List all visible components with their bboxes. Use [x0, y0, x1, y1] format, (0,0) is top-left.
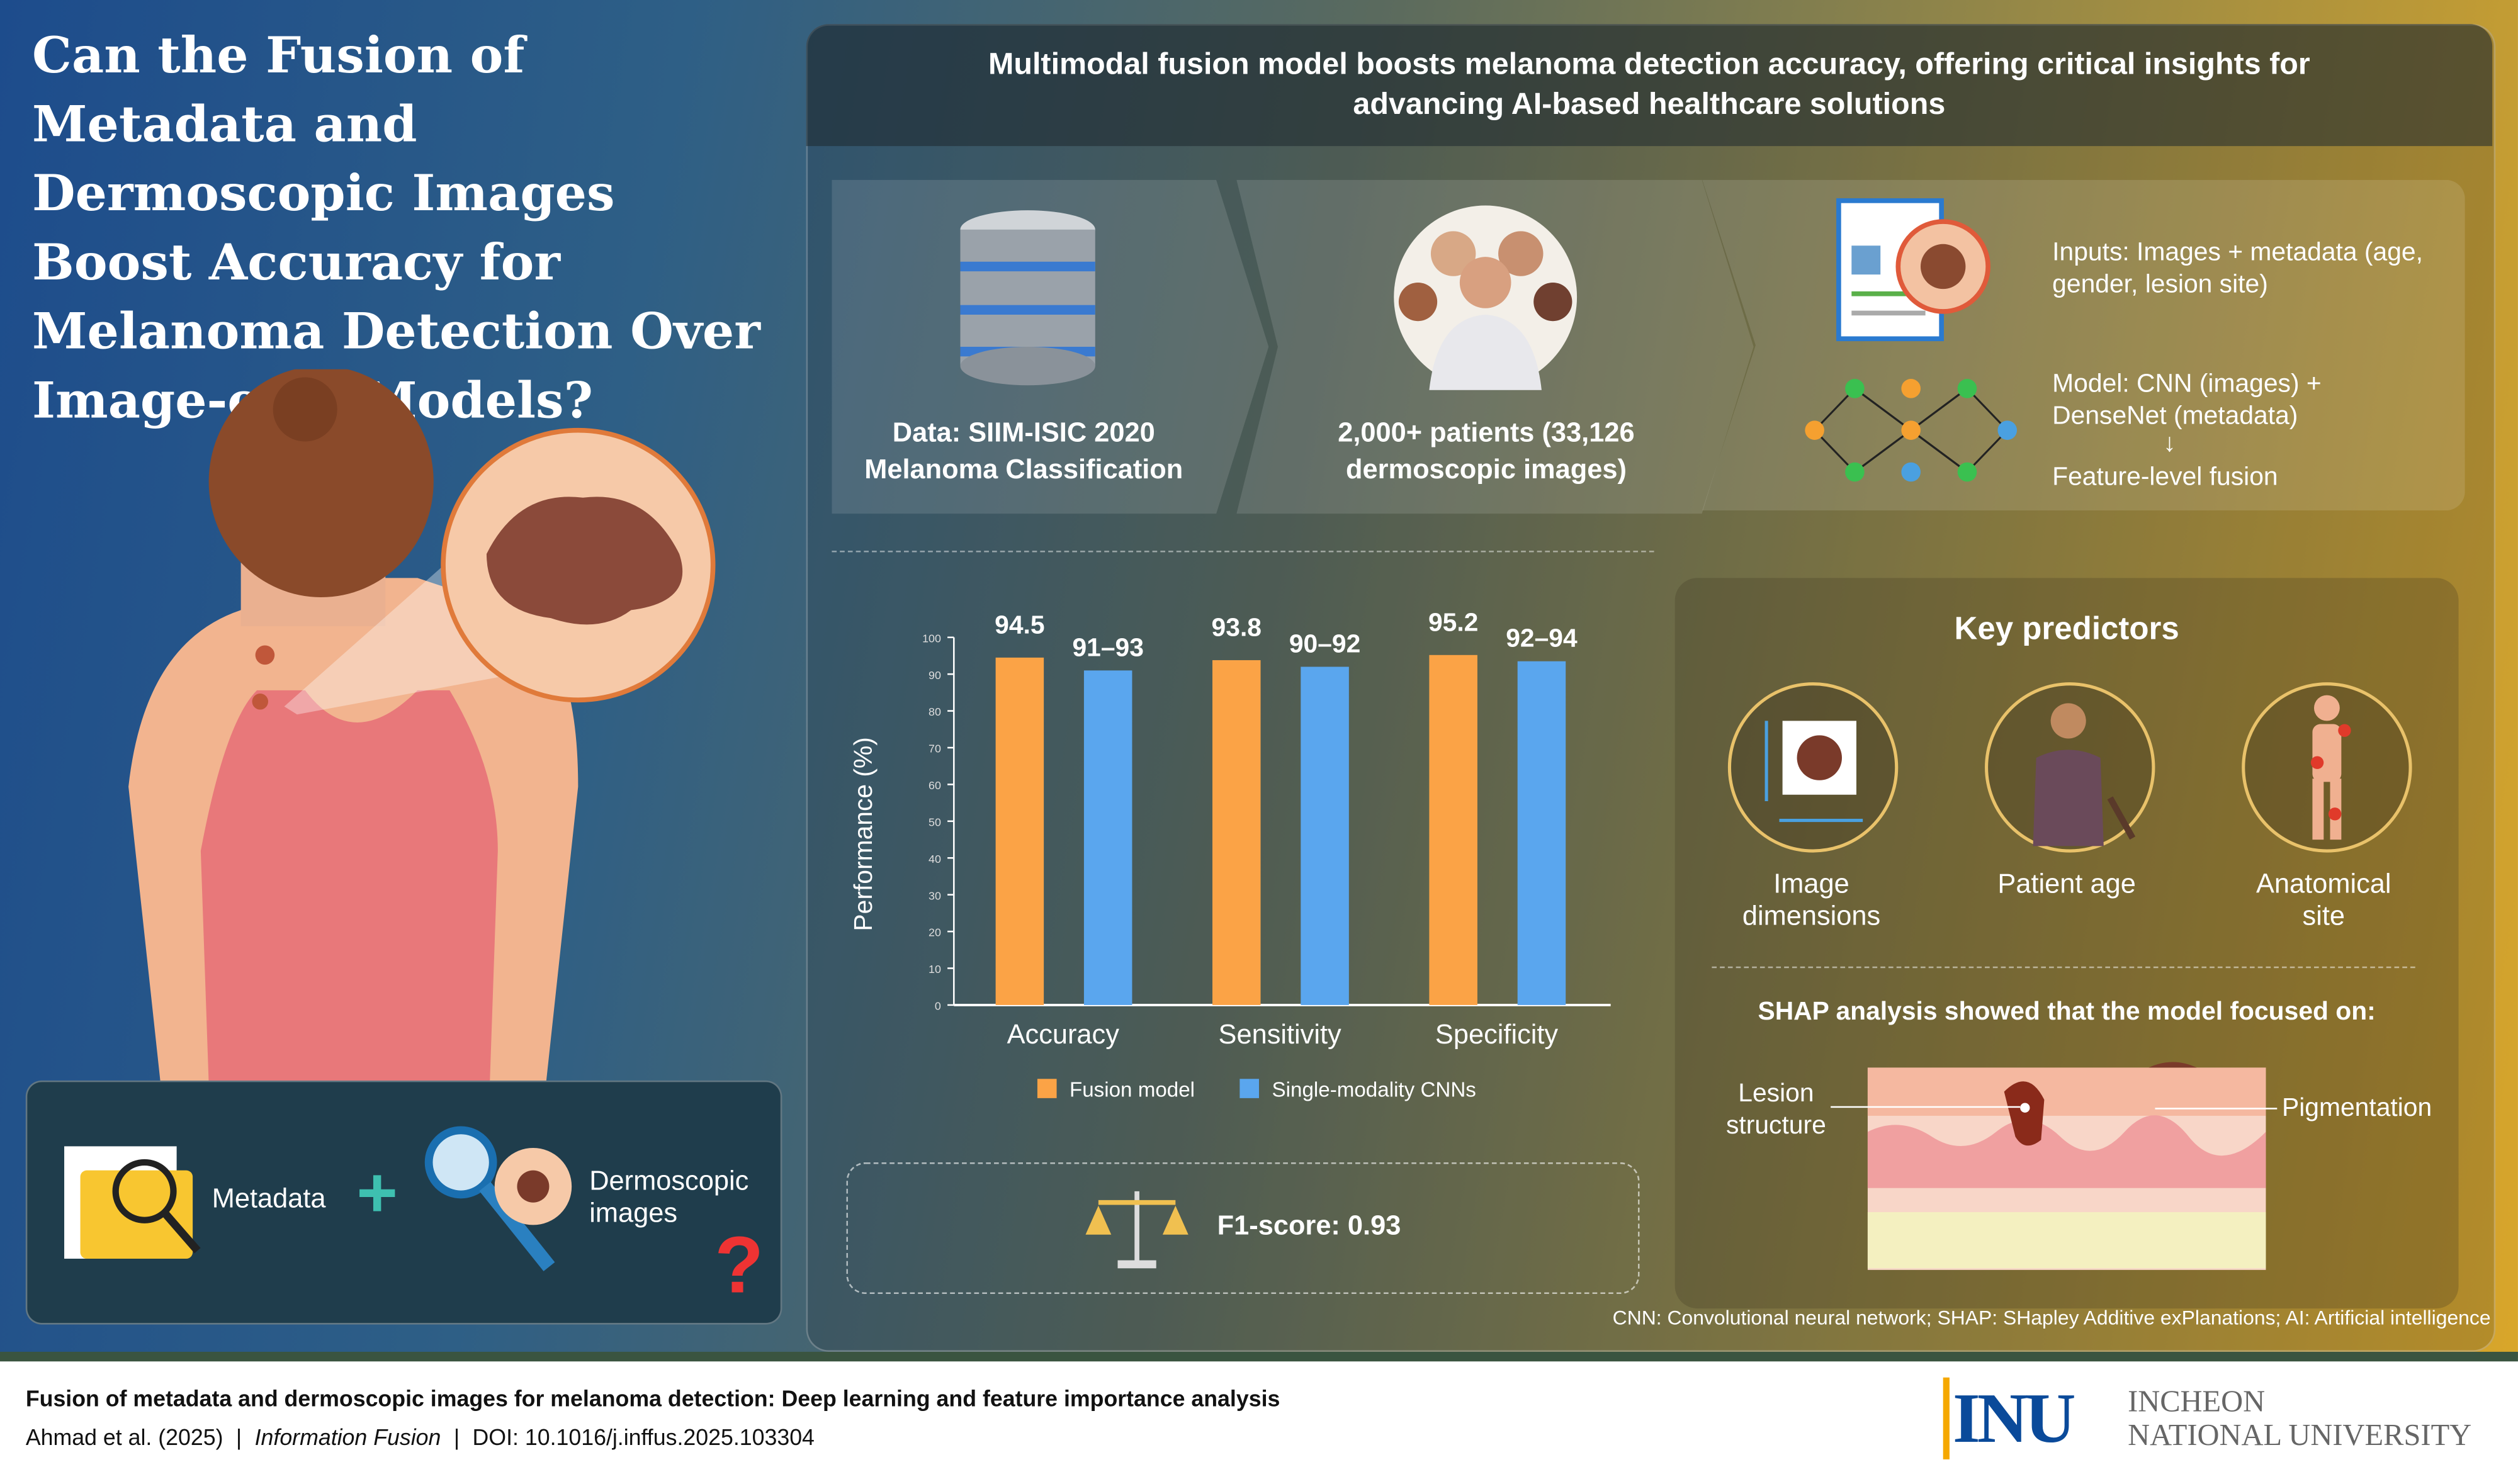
bar-accuracy-cnn — [1083, 670, 1132, 1005]
journal: Information Fusion — [254, 1424, 441, 1450]
university-name: INCHEON NATIONAL UNIVERSITY — [2128, 1386, 2471, 1453]
patients-label: 2,000+ patients (33,126 dermoscopic imag… — [1338, 417, 1635, 485]
dashed-divider — [832, 550, 1654, 553]
plus-sign: + — [356, 1154, 398, 1234]
metadata-label: Metadata — [212, 1183, 326, 1214]
legend-fusion: Fusion model — [1037, 1077, 1195, 1101]
separator: | — [453, 1424, 460, 1450]
data-label: 90–92 — [1289, 629, 1360, 658]
legend-swatch-fusion — [1037, 1079, 1057, 1098]
authors: Ahmad et al. (2025) — [25, 1424, 223, 1450]
inu-logo: INU — [1943, 1377, 2076, 1459]
x-tick-label: Sensitivity — [1219, 1020, 1342, 1050]
lesion-pointer-line — [1831, 1106, 2021, 1108]
data-label: 92–94 — [1506, 624, 1578, 653]
main-title: Can the Fusion of Metadata and Dermoscop… — [32, 27, 760, 430]
data-label: Data: SIIM-ISIC 2020 Melanoma Classifica… — [864, 417, 1183, 485]
model-label: Model: CNN (images) + DenseNet (metadata… — [2052, 371, 2322, 430]
y-axis-label: Performance (%) — [851, 737, 879, 931]
y-tick-label: 30 — [929, 889, 941, 902]
key-predictors-title: Key predictors — [1954, 611, 2179, 648]
bar-specificity-fusion — [1429, 655, 1477, 1005]
divider-strip — [0, 1351, 2518, 1362]
university-name-line2: NATIONAL UNIVERSITY — [2128, 1419, 2472, 1453]
y-tick-label: 40 — [929, 853, 941, 865]
legend-swatch-cnn — [1239, 1079, 1260, 1098]
chart-legend: Fusion model Single-modality CNNs — [1037, 1077, 1476, 1101]
anatomical-site-icon — [2242, 682, 2412, 853]
x-tick-label: Specificity — [1435, 1020, 1559, 1050]
paper-title: Fusion of metadata and dermoscopic image… — [25, 1385, 1280, 1412]
legend-label-cnn: Single-modality CNNs — [1272, 1077, 1476, 1101]
data-label: 91–93 — [1072, 632, 1143, 661]
woman-back-illustration — [128, 369, 579, 1084]
database-icon — [960, 210, 1095, 386]
dermoscope-icon — [424, 1126, 572, 1271]
dermoscopic-images-label: Dermoscopic images — [589, 1166, 749, 1228]
bar-sensitivity-fusion — [1212, 660, 1261, 1005]
y-tick-label: 100 — [922, 632, 941, 644]
neural-network-icon — [1805, 379, 2018, 482]
fusion-label: Feature-level fusion — [2052, 464, 2278, 492]
data-label: 93.8 — [1212, 613, 1262, 642]
predictor-patient-age: Patient age — [1997, 868, 2136, 899]
image-dimensions-icon — [1727, 682, 1899, 853]
performance-bar-chart: 0 10 20 30 40 50 60 70 80 90 100 94.5 91–93 Accuracy 9… — [922, 608, 1611, 1050]
y-tick-label: 20 — [929, 926, 941, 939]
patients-group-icon — [1394, 205, 1578, 390]
balance-scale-icon — [1085, 1191, 1188, 1269]
legend-label-fusion: Fusion model — [1069, 1077, 1195, 1101]
footnote: CNN: Convolutional neural network; SHAP:… — [1612, 1307, 2491, 1330]
bar-specificity-cnn — [1517, 661, 1566, 1005]
skin-layers-illustration — [1867, 1062, 2266, 1270]
lesion-magnified-icon — [441, 427, 716, 703]
shap-title: SHAP analysis showed that the model focu… — [1758, 998, 2376, 1026]
bar-sensitivity-cnn — [1301, 666, 1349, 1005]
predictors-divider — [1712, 966, 2415, 969]
header-text: Multimodal fusion model boosts melanoma … — [988, 48, 2310, 122]
f1-score-box: F1-score: 0.93 — [846, 1162, 1640, 1295]
university-name-line1: INCHEON — [2128, 1385, 2266, 1420]
y-tick-label: 60 — [929, 779, 941, 792]
pigment-pointer-line — [2155, 1108, 2278, 1110]
folder-magnifier-icon — [64, 1146, 201, 1259]
predictor-anatomical-site: Anatomical site — [2255, 868, 2391, 931]
y-tick-label: 70 — [929, 743, 941, 755]
f1-score: F1-score: 0.93 — [1217, 1210, 1401, 1241]
metadata-plus-images-box: Metadata + Dermoscopic images ? — [25, 1080, 782, 1325]
question-mark-icon: ? — [714, 1220, 764, 1310]
down-arrow-icon: ↓ — [2163, 430, 2176, 458]
patient-age-icon — [1985, 682, 2155, 853]
y-tick-label: 10 — [929, 963, 941, 975]
bar-accuracy-fusion — [995, 657, 1044, 1005]
predictor-image-dimensions: Image dimensions — [1742, 868, 1881, 931]
patient-record-icon — [1836, 198, 1990, 342]
y-tick-label: 90 — [929, 669, 941, 682]
citation: Ahmad et al. (2025) | Information Fusion… — [26, 1424, 815, 1450]
inputs-label: Inputs: Images + metadata (age, gender, … — [2052, 239, 2423, 299]
x-tick-label: Accuracy — [1007, 1020, 1120, 1050]
doi: DOI: 10.1016/j.inffus.2025.103304 — [472, 1424, 815, 1450]
data-label: 94.5 — [995, 610, 1044, 639]
y-tick-label: 0 — [935, 1000, 941, 1013]
y-tick-label: 50 — [929, 816, 941, 828]
y-tick-label: 80 — [929, 705, 941, 718]
panel-header: Multimodal fusion model boosts melanoma … — [806, 24, 2493, 147]
model-step — [1702, 179, 2465, 511]
data-label: 95.2 — [1428, 608, 1478, 637]
separator: | — [235, 1424, 242, 1450]
lesion-structure-label: Lesion structure — [1726, 1080, 1826, 1140]
pigmentation-label: Pigmentation — [2281, 1094, 2432, 1123]
legend-cnn: Single-modality CNNs — [1239, 1077, 1476, 1101]
